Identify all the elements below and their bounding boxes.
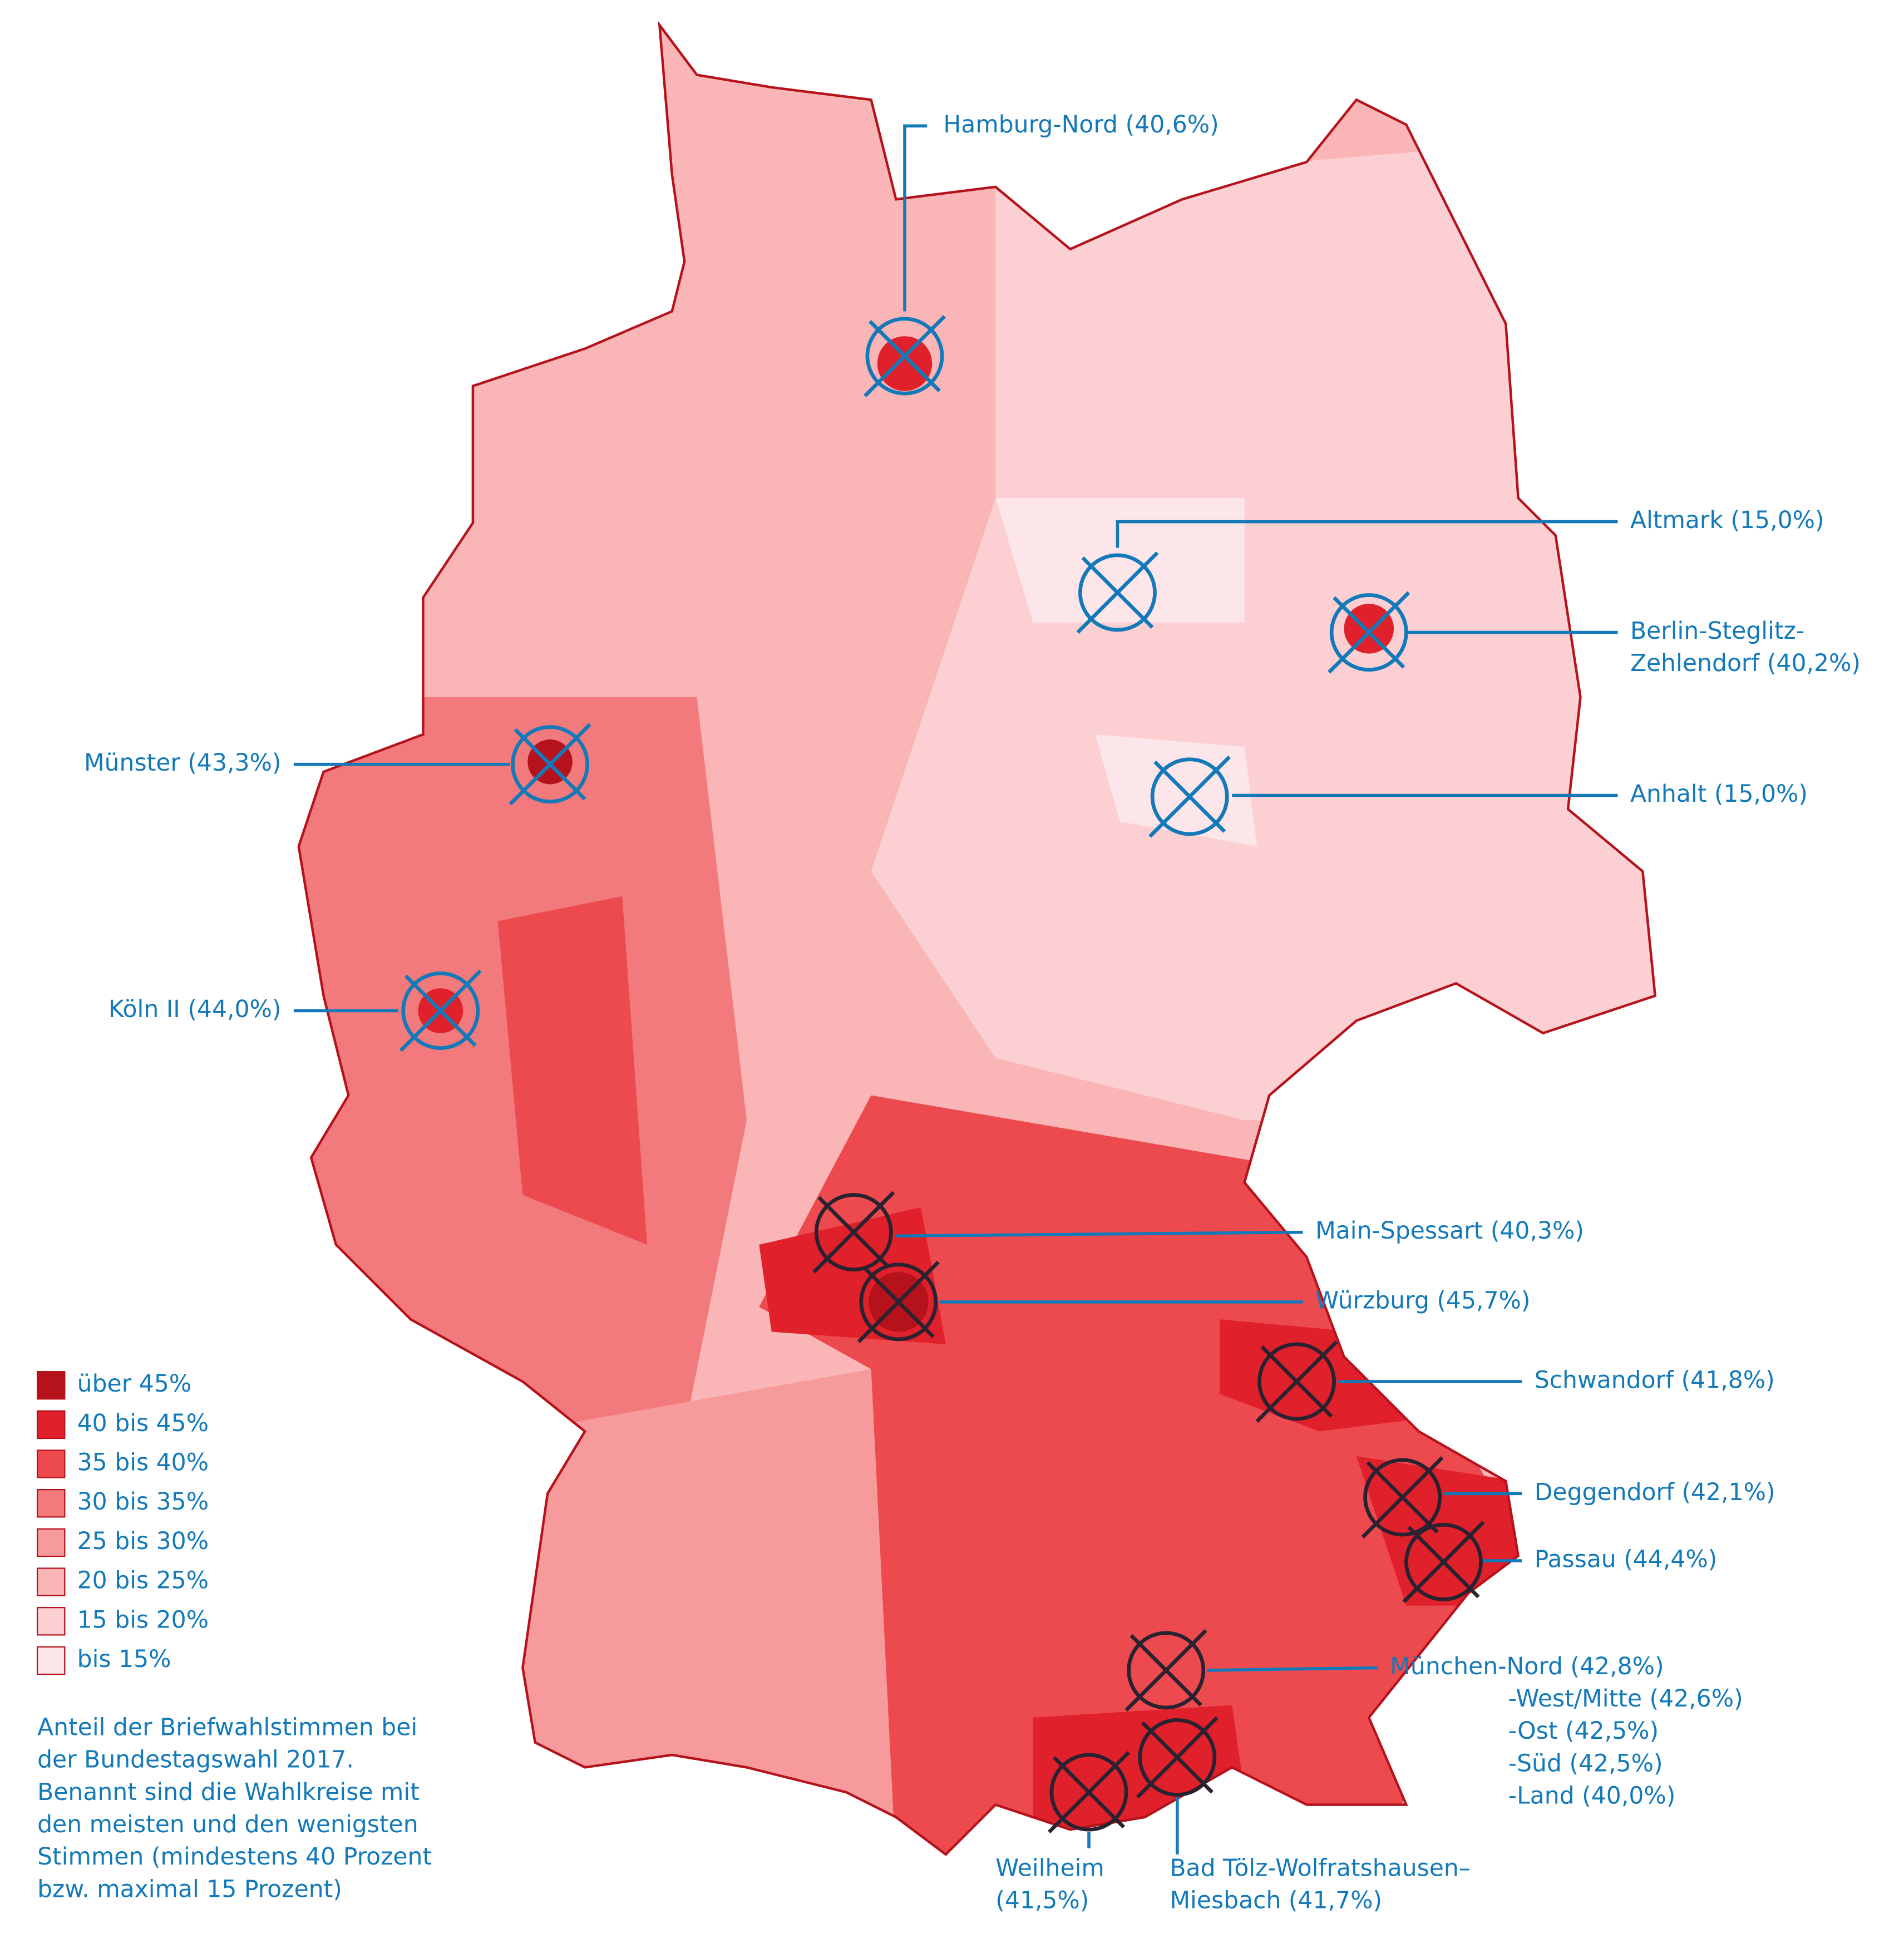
- ballot-circle: [1049, 1753, 1128, 1832]
- legend-swatch: [36, 1607, 66, 1636]
- annotation-label: Deggendorf (42,1%): [1535, 1479, 1775, 1506]
- legend-swatch: [36, 1371, 66, 1400]
- ballot-circle: [401, 971, 480, 1050]
- ballot-cross: [1141, 1721, 1214, 1794]
- caption-line: der Bundestagswahl 2017.: [37, 1747, 354, 1774]
- annotation-label: -Ost (42,5%): [1508, 1718, 1659, 1745]
- legend-swatch: [36, 1410, 66, 1439]
- ballot-circle: [814, 1193, 893, 1272]
- caption-line: Anteil der Briefwahlstimmen bei: [37, 1714, 417, 1742]
- legend-label: 15 bis 20%: [77, 1606, 209, 1634]
- leader-line: [1207, 1666, 1378, 1672]
- ballot-circle: [1257, 1342, 1336, 1421]
- legend-swatch: [36, 1646, 66, 1675]
- legend-label: 30 bis 35%: [77, 1488, 209, 1516]
- region: [497, 1369, 946, 1855]
- ballot-cross: [1153, 760, 1226, 833]
- region: [298, 697, 747, 1494]
- region: [497, 896, 648, 1245]
- region: [871, 125, 1655, 1121]
- annotation-label: Köln II (44,0%): [108, 996, 282, 1023]
- ballot-cross: [862, 1265, 935, 1338]
- caption-line: den meisten und den wenigsten: [37, 1811, 418, 1838]
- legend-label: über 45%: [77, 1370, 191, 1398]
- ballot-circle: [1150, 757, 1229, 836]
- annotation-label: Main-Spessart (40,3%): [1315, 1217, 1584, 1245]
- caption-line: Benannt sind die Wahlkreise mit: [37, 1779, 420, 1806]
- ballot-cross: [514, 728, 586, 801]
- ballot-cross: [1407, 1526, 1480, 1599]
- leader-line: [903, 124, 928, 312]
- ballot-circle: [1138, 1718, 1217, 1797]
- annotation-label: -West/Mitte (42,6%): [1508, 1685, 1743, 1713]
- annotation-label: Weilheim: [995, 1855, 1104, 1882]
- ballot-circle: [1127, 1631, 1206, 1710]
- leader-line: [1116, 520, 1618, 548]
- annotation-label: Münster (43,3%): [84, 749, 282, 777]
- region: [877, 336, 933, 391]
- ballot-cross: [1129, 1634, 1202, 1707]
- legend-label: 40 bis 45%: [77, 1410, 209, 1437]
- ballot-circle: [859, 1262, 938, 1342]
- annotation-label: Zehlendorf (40,2%): [1630, 650, 1861, 677]
- ballot-cross: [1081, 556, 1154, 629]
- region: [995, 498, 1245, 623]
- annotation-label: Passau (44,4%): [1535, 1546, 1718, 1574]
- caption-line: Stimmen (mindestens 40 Prozent: [37, 1843, 432, 1871]
- legend-swatch: [36, 1528, 66, 1557]
- annotation-label: Miesbach (41,7%): [1170, 1887, 1382, 1914]
- annotation-label: Berlin-Steglitz-: [1630, 618, 1804, 645]
- annotation-label: Würzburg (45,7%): [1315, 1287, 1530, 1314]
- ballot-cross: [1333, 596, 1405, 669]
- ballot-cross: [869, 320, 941, 393]
- ballot-circle: [865, 317, 944, 396]
- annotation-label: München-Nord (42,8%): [1390, 1653, 1664, 1680]
- legend-label: bis 15%: [77, 1646, 171, 1673]
- ballot-circle: [511, 725, 590, 804]
- leader-line: [896, 1230, 1303, 1238]
- annotation-label: Hamburg-Nord (40,6%): [943, 111, 1219, 139]
- legend-label: 20 bis 25%: [77, 1567, 209, 1595]
- region: [1344, 604, 1394, 654]
- legend-label: 25 bis 30%: [77, 1528, 209, 1555]
- ballot-cross: [817, 1196, 890, 1269]
- legend-swatch: [36, 1449, 66, 1478]
- ballot-cross: [1366, 1461, 1439, 1534]
- annotation-label: Schwandorf (41,8%): [1535, 1367, 1775, 1394]
- annotation-label: -Land (40,0%): [1508, 1783, 1676, 1810]
- region: [1219, 1319, 1419, 1432]
- ballot-circle: [1329, 593, 1408, 672]
- ballot-circle: [1363, 1458, 1442, 1537]
- annotation-label: (41,5%): [995, 1887, 1089, 1914]
- annotation-label: -Süd (42,5%): [1508, 1750, 1663, 1777]
- ballot-cross: [404, 974, 477, 1047]
- ballot-circle: [1078, 553, 1157, 632]
- annotation-label: Bad Tölz-Wolfratshausen–: [1170, 1855, 1471, 1882]
- annotation-label: Anhalt (15,0%): [1630, 781, 1808, 808]
- legend-label: 35 bis 40%: [77, 1449, 209, 1477]
- legend-swatch: [36, 1489, 66, 1518]
- ballot-cross: [1260, 1345, 1333, 1418]
- region: [1095, 734, 1257, 847]
- ballot-circle: [1404, 1522, 1483, 1601]
- caption-line: bzw. maximal 15 Prozent): [37, 1876, 342, 1903]
- annotation-label: Altmark (15,0%): [1630, 507, 1824, 534]
- legend-swatch: [36, 1567, 66, 1596]
- ballot-cross: [1053, 1756, 1126, 1829]
